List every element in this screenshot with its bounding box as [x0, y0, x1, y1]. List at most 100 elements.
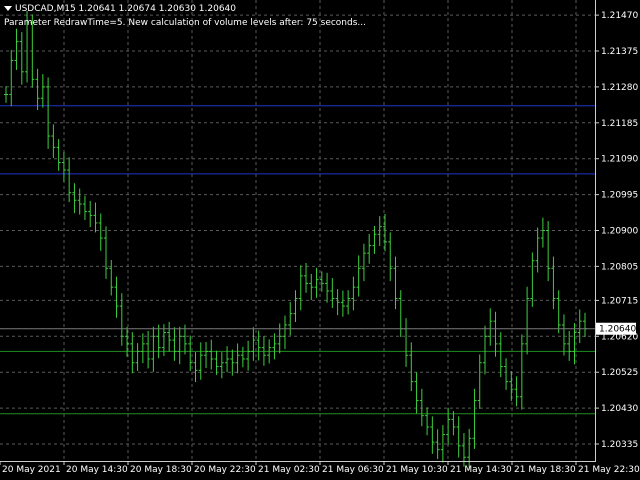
price-bar — [535, 227, 540, 273]
price-bar — [56, 139, 61, 171]
time-axis-label: 21 May 06:30 — [322, 465, 384, 475]
price-bar — [225, 346, 230, 373]
price-bar — [414, 372, 419, 414]
price-bar — [304, 262, 309, 293]
price-bar — [430, 416, 435, 454]
price-bar — [493, 311, 498, 357]
price-bar — [472, 388, 477, 449]
price-bar — [240, 346, 245, 368]
price-bar — [214, 350, 219, 375]
time-axis: 20 May 2021 20 May 14:30 20 May 18:30 20 Ma… — [0, 461, 640, 475]
price-bar — [372, 225, 377, 254]
price-bar — [19, 32, 24, 85]
price-bar — [530, 252, 535, 307]
price-bar — [114, 276, 119, 318]
price-bar — [519, 334, 524, 410]
price-bar — [40, 74, 45, 108]
price-bar — [293, 290, 298, 322]
time-axis-label: 20 May 18:30 — [130, 465, 192, 475]
price-axis-label: 1.21185 — [601, 119, 638, 129]
price-bar — [561, 314, 566, 356]
price-bar — [98, 213, 103, 251]
price-bar — [82, 195, 87, 220]
price-bar — [182, 324, 187, 355]
price-bar — [440, 425, 445, 463]
price-bar — [314, 267, 319, 298]
symbol-info-line: USDCAD,M15 1.20641 1.20674 1.20630 1.206… — [4, 4, 236, 14]
price-bar — [335, 289, 340, 316]
price-bar — [61, 151, 66, 182]
price-bar — [388, 232, 393, 282]
time-axis-label: 20 May 2021 — [2, 465, 61, 475]
price-bar — [456, 416, 461, 458]
price-bar — [246, 340, 251, 371]
price-bar — [409, 342, 414, 392]
price-axis-label: 1.20335 — [601, 440, 638, 450]
price-bar — [130, 332, 135, 374]
price-axis-label: 1.20525 — [601, 368, 638, 378]
price-bar — [546, 221, 551, 282]
price-bar — [361, 243, 366, 282]
price-bar — [509, 371, 514, 401]
price-axis-label: 1.20900 — [601, 227, 638, 237]
price-bar — [109, 259, 114, 296]
price-bar — [346, 290, 351, 315]
price-bar — [9, 49, 14, 107]
price-axis-label: 1.20715 — [601, 296, 638, 306]
time-axis-label: 21 May 02:30 — [258, 465, 320, 475]
chart-grid — [0, 0, 595, 461]
price-axis-label: 1.20620 — [601, 332, 638, 342]
price-bar — [204, 341, 209, 369]
price-bar — [35, 68, 40, 110]
price-bar — [4, 86, 8, 103]
current-price-label: 1.20640 — [599, 325, 636, 335]
price-axis-label: 1.21375 — [601, 47, 638, 57]
price-bar — [504, 358, 509, 390]
price-bar — [577, 309, 582, 344]
price-bar — [288, 301, 293, 336]
price-bar — [14, 28, 19, 70]
time-axis-label: 21 May 18:30 — [514, 465, 576, 475]
price-bar — [161, 324, 166, 356]
price-bar — [251, 327, 256, 361]
price-bar — [351, 276, 356, 311]
price-bar — [330, 278, 335, 308]
price-axis-label: 1.20430 — [601, 404, 638, 414]
price-bar — [298, 265, 303, 311]
price-bar — [188, 335, 193, 372]
price-bar — [319, 271, 324, 292]
price-axis: 1.21470 1.21375 1.21280 1.21185 1.21090 1.209… — [595, 11, 638, 450]
price-bar — [104, 226, 109, 279]
price-bar — [177, 326, 182, 365]
price-bar — [125, 326, 130, 357]
price-bar — [340, 290, 345, 317]
price-bar — [567, 331, 572, 361]
dropdown-triangle-icon[interactable] — [4, 6, 12, 11]
price-bar — [498, 332, 503, 378]
time-axis-label: 20 May 22:30 — [194, 465, 256, 475]
price-bar — [540, 217, 545, 248]
price-bar — [198, 342, 203, 380]
price-bar — [477, 354, 482, 409]
price-bar — [325, 272, 330, 303]
price-bar — [25, 10, 30, 83]
price-bar — [67, 157, 72, 203]
price-axis-label: 1.21280 — [601, 83, 638, 93]
price-bar — [356, 255, 361, 297]
price-bar — [146, 331, 151, 369]
price-bar — [219, 352, 224, 379]
symbol-info-text: USDCAD,M15 1.20641 1.20674 1.20630 1.206… — [15, 4, 236, 14]
price-bar — [382, 213, 387, 252]
price-bar — [525, 286, 530, 355]
price-bars — [4, 10, 587, 471]
price-bar — [135, 343, 140, 372]
price-bar — [482, 325, 487, 375]
time-axis-label: 21 May 14:30 — [450, 465, 512, 475]
price-bar — [156, 324, 161, 359]
price-bar — [167, 321, 172, 352]
price-bar — [446, 407, 451, 446]
price-bar — [377, 216, 382, 246]
price-axis-label: 1.21090 — [601, 155, 638, 165]
price-bar — [88, 201, 93, 228]
